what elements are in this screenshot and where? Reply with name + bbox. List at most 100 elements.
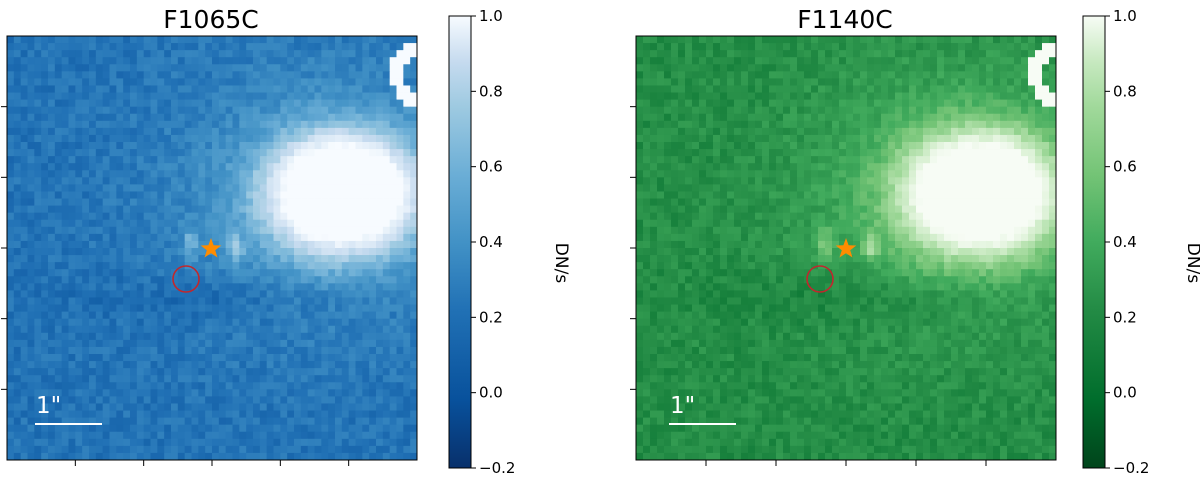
pixel [109,43,117,51]
pixel [48,438,56,447]
pixel [369,389,377,397]
pixel [1007,156,1015,164]
pixel [944,134,952,143]
pixel [266,438,274,447]
pixel [355,368,363,376]
pixel [225,212,233,221]
pixel [225,36,233,44]
pixel [232,57,240,65]
pixel [348,424,356,433]
pixel [741,99,749,108]
pixel [321,332,329,341]
pixel [218,311,227,320]
pixel [783,191,791,199]
pixel [280,36,288,44]
pixel [376,184,384,192]
pixel [294,177,302,185]
pixel [41,297,49,305]
pixel [246,134,254,143]
pixel [818,85,826,93]
pixel [382,438,391,447]
pixel [184,64,192,72]
pixel [259,120,268,129]
pixel [150,142,158,150]
pixel [218,339,227,348]
pixel [287,92,295,100]
pixel [321,191,329,199]
pixel [355,403,363,411]
pixel [239,396,247,404]
pixel [328,127,336,136]
pixel [136,304,145,312]
pixel [7,389,15,397]
pixel [198,361,206,369]
pixel [355,78,363,86]
pixel [287,389,295,397]
pixel [212,361,220,369]
pixel [20,304,28,312]
pixel [699,57,707,65]
pixel [287,127,295,136]
pixel [748,78,756,86]
pixel [369,170,377,178]
pixel [706,85,714,93]
pixel [369,445,377,454]
pixel [171,163,179,171]
pixel [259,269,268,277]
pixel [266,269,274,277]
pixel [7,417,15,426]
pixel [769,64,777,72]
circle-marker [172,265,200,293]
pixel [143,424,151,433]
pixel [664,36,672,44]
pixel [218,127,227,136]
pixel [888,57,896,65]
pixel [685,99,693,108]
pixel [198,290,206,298]
pixel [218,142,227,150]
pixel [972,170,980,178]
pixel [944,71,952,79]
pixel [61,255,69,263]
pixel [664,163,672,171]
pixel [355,233,363,242]
pixel [41,403,49,411]
pixel [328,346,336,355]
pixel [396,127,404,136]
pixel [1021,64,1029,72]
pixel [116,57,124,65]
pixel [341,403,350,411]
pixel [116,311,124,320]
pixel [369,311,377,320]
pixel [95,346,104,355]
pixel [846,92,854,100]
pixel [273,191,281,199]
pixel [157,297,165,305]
pixel [403,198,411,206]
pixel [321,375,329,383]
pixel [75,318,83,327]
pixel [341,417,350,426]
pixel [150,205,158,214]
pixel [218,212,227,221]
pixel [20,325,28,334]
pixel [171,410,179,418]
pixel [253,396,261,404]
pixel [82,368,90,376]
pixel [664,106,672,115]
pixel [164,452,172,461]
pixel [410,64,418,72]
pixel [116,205,124,214]
pixel [7,170,15,178]
pixel [212,156,220,164]
pixel [232,142,240,150]
pixel [116,163,124,171]
pixel [89,403,97,411]
pixel [253,375,261,383]
pixel [755,92,763,100]
pixel [34,120,42,129]
pixel [314,57,322,65]
pixel [720,43,728,51]
pixel [382,361,391,369]
pixel [335,438,343,447]
